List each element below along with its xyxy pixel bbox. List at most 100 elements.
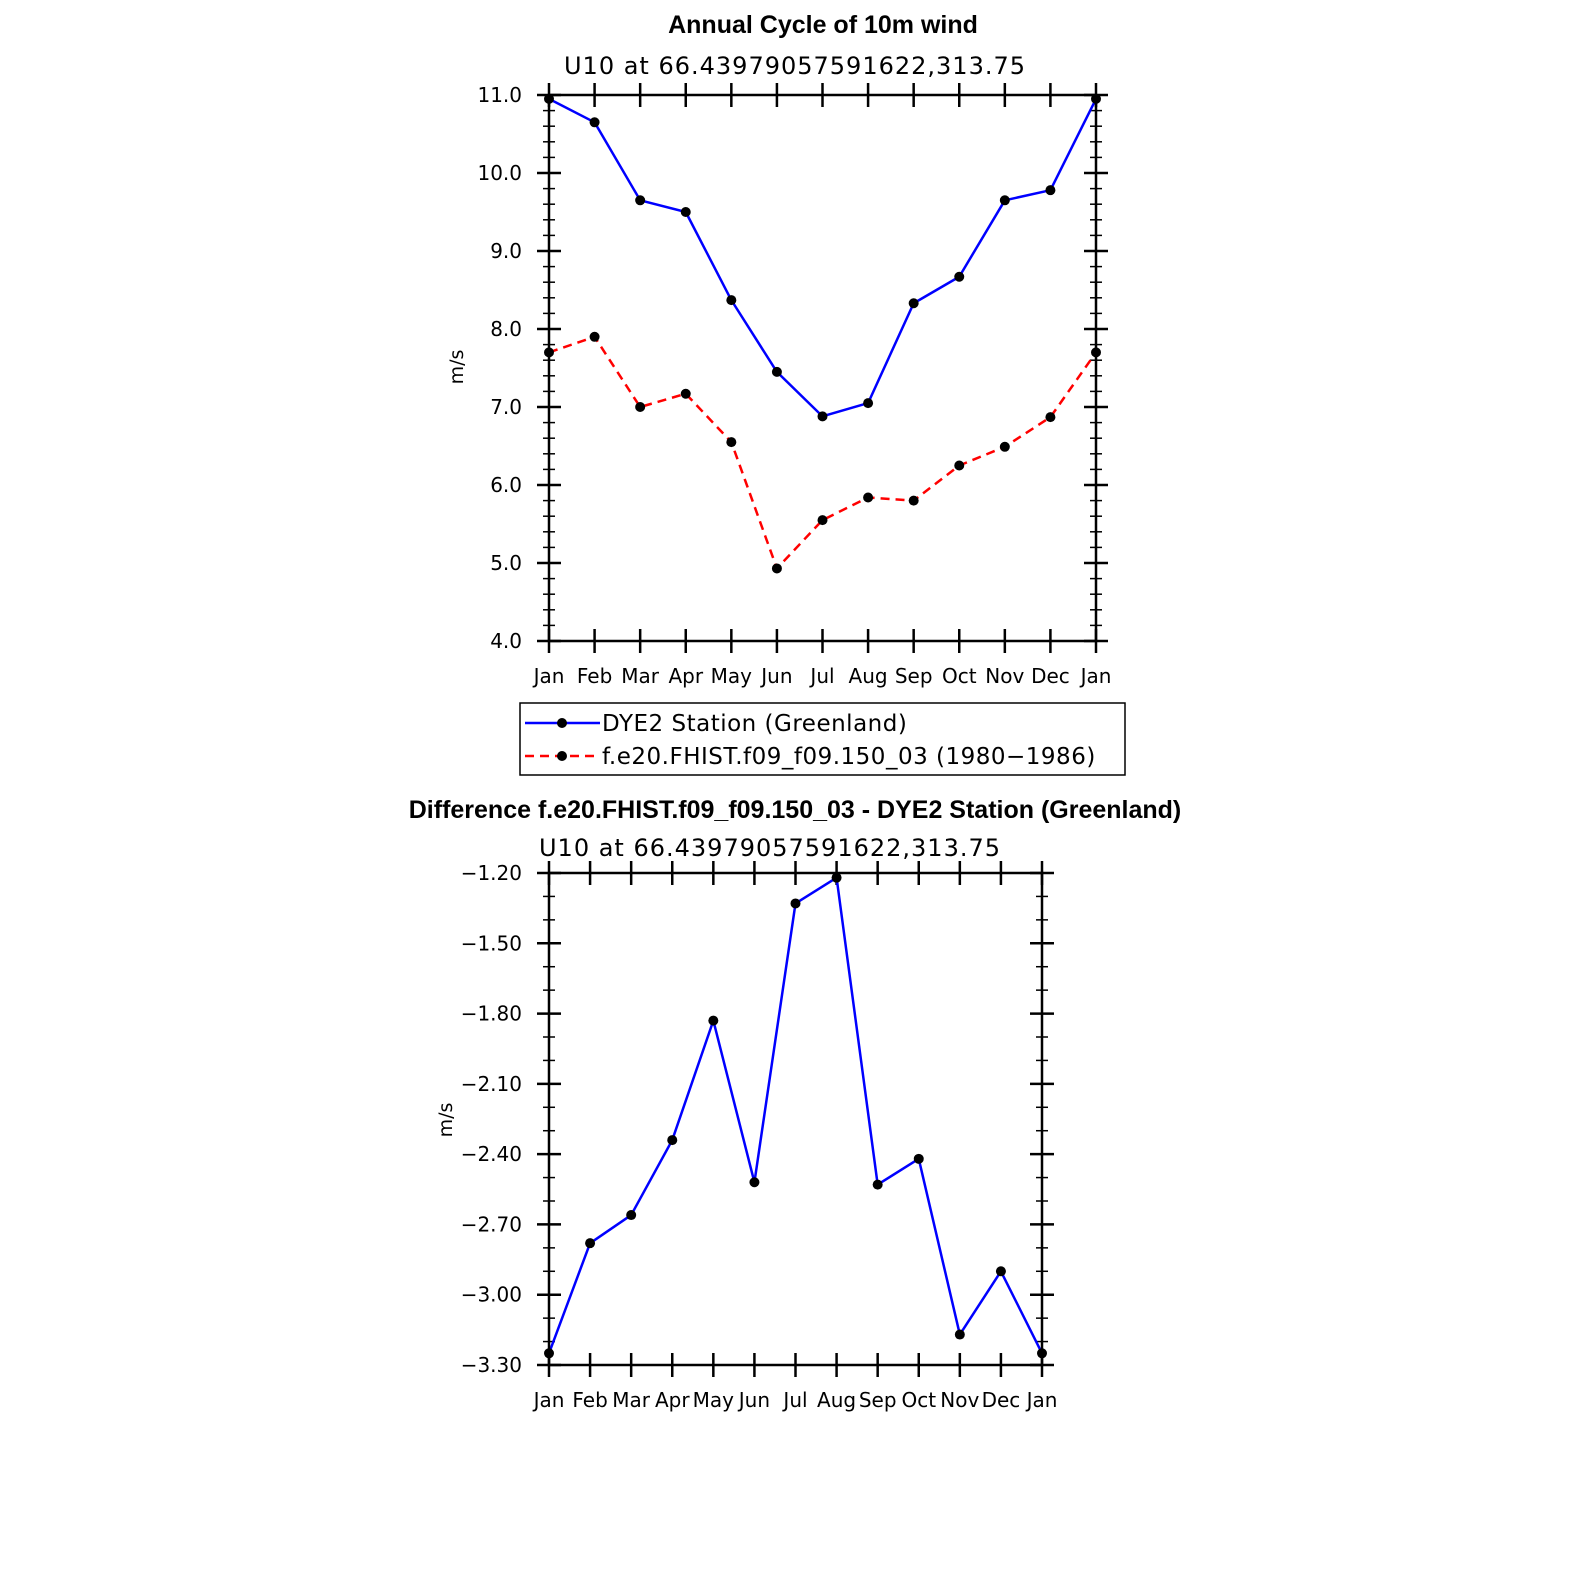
data-point [680,388,691,399]
series-group [544,872,1047,1359]
y-tick-label: 9.0 [490,239,522,263]
data-point [726,437,737,448]
x-tick-label: Oct [901,1388,936,1412]
x-tick-label: Jul [808,664,834,688]
x-tick-label: Jan [1025,1388,1058,1412]
data-point [749,1177,760,1188]
y-tick-label: −2.10 [461,1072,522,1096]
data-point [954,1329,965,1340]
y-tick-label: −1.20 [461,861,522,885]
legend-marker-station [557,718,567,728]
x-tick-label: Oct [942,664,977,688]
x-tick-label: Dec [982,1388,1021,1412]
data-point [908,495,919,506]
legend-label-station: DYE2 Station (Greenland) [602,711,907,737]
data-point [635,402,646,412]
data-point [995,1266,1006,1277]
chart-difference: Difference f.e20.FHIST.f09_f09.150_03 - … [409,796,1182,1412]
data-point [999,195,1010,206]
data-point [635,195,646,206]
plot-frame [547,93,1098,643]
data-point [771,563,782,574]
x-tick-label: Jan [532,1388,565,1412]
data-point [817,515,828,526]
legend-box [519,702,1126,776]
chart-subtitle: U10 at 66.43979057591622,313.75 [564,52,1026,80]
data-point [585,1238,596,1249]
x-tick-label: Mar [621,664,660,688]
y-tick-labels: 4.0 5.0 6.0 7.0 8.0 9.0 10.0 11.0 [477,83,522,653]
y-tick-label: 4.0 [490,629,522,653]
y-tick-label: 8.0 [490,317,522,341]
tick-marks [537,861,1054,1377]
x-tick-label: Dec [1031,664,1070,688]
y-tick-label: 7.0 [490,395,522,419]
data-point [790,898,801,909]
x-tick-label: Feb [577,664,612,688]
x-tick-label: Apr [655,1388,690,1412]
x-tick-labels: Jan Feb Mar Apr May Jun Jul Aug Sep Oct Nov Dec Jan [532,1388,1058,1412]
y-tick-label: −1.50 [461,931,522,955]
y-axis-label: m/s [446,350,468,385]
y-tick-label: 11.0 [477,83,522,107]
data-point [1045,412,1056,423]
data-point [831,872,842,883]
x-tick-label: Nov [985,664,1024,688]
x-tick-label: Apr [668,664,703,688]
data-point [771,366,782,377]
x-tick-labels: Jan Feb Mar Apr May Jun Jul Aug Sep Oct Nov Dec Jan [532,664,1112,688]
data-point [954,271,965,282]
chart-annual-cycle: Annual Cycle of 10m wind U10 at 66.43979… [446,11,1126,776]
x-tick-label: Jul [781,1388,807,1412]
y-tick-label: −2.40 [461,1142,522,1166]
y-tick-labels: −3.30 −3.00 −2.70 −2.40 −2.10 −1.80 −1.50 −1.20 [461,861,522,1377]
data-point [908,298,919,309]
chart-title: Annual Cycle of 10m wind [668,11,978,39]
data-point [1045,185,1056,196]
y-tick-label: 6.0 [490,473,522,497]
x-tick-label: May [711,664,753,688]
chart-title: Difference f.e20.FHIST.f09_f09.150_03 - … [409,796,1182,824]
data-point [726,295,737,306]
x-tick-label: Jan [532,664,565,688]
data-point [872,1179,883,1190]
legend-marker-model [557,751,567,761]
x-tick-label: Sep [895,664,933,688]
x-tick-label: Nov [940,1388,979,1412]
y-axis-label: m/s [435,1103,457,1138]
data-point [667,1135,678,1146]
data-point [589,117,600,128]
x-tick-label: Aug [849,664,888,688]
x-tick-label: Jun [737,1388,770,1412]
data-point [589,331,600,342]
data-point [817,411,828,422]
x-tick-label: Aug [817,1388,856,1412]
x-tick-label: Feb [572,1388,607,1412]
series-group [544,93,1101,574]
legend-label-model: f.e20.FHIST.f09_f09.150_03 (1980−1986) [602,744,1096,770]
plot-frame [547,871,1044,1367]
data-point [913,1153,924,1164]
y-tick-label: 10.0 [477,161,522,185]
y-tick-label: 5.0 [490,551,522,575]
x-tick-label: Sep [859,1388,897,1412]
data-point [680,207,691,217]
chart-subtitle: U10 at 66.43979057591622,313.75 [539,834,1001,862]
series-line-0 [548,97,1098,418]
data-point [863,492,874,503]
y-tick-label: −1.80 [461,1002,522,1026]
data-point [954,460,965,471]
legend: DYE2 Station (Greenland) f.e20.FHIST.f09… [519,702,1126,776]
series-line-0 [547,876,1044,1354]
series-line-1 [548,335,1098,570]
data-point [708,1015,719,1026]
x-tick-label: Jun [759,664,792,688]
x-tick-label: Jan [1079,664,1112,688]
data-point [999,441,1010,452]
data-point [626,1210,637,1221]
y-tick-label: −3.30 [461,1353,522,1377]
x-tick-label: Mar [612,1388,651,1412]
x-tick-label: May [693,1388,735,1412]
data-point [863,398,874,409]
